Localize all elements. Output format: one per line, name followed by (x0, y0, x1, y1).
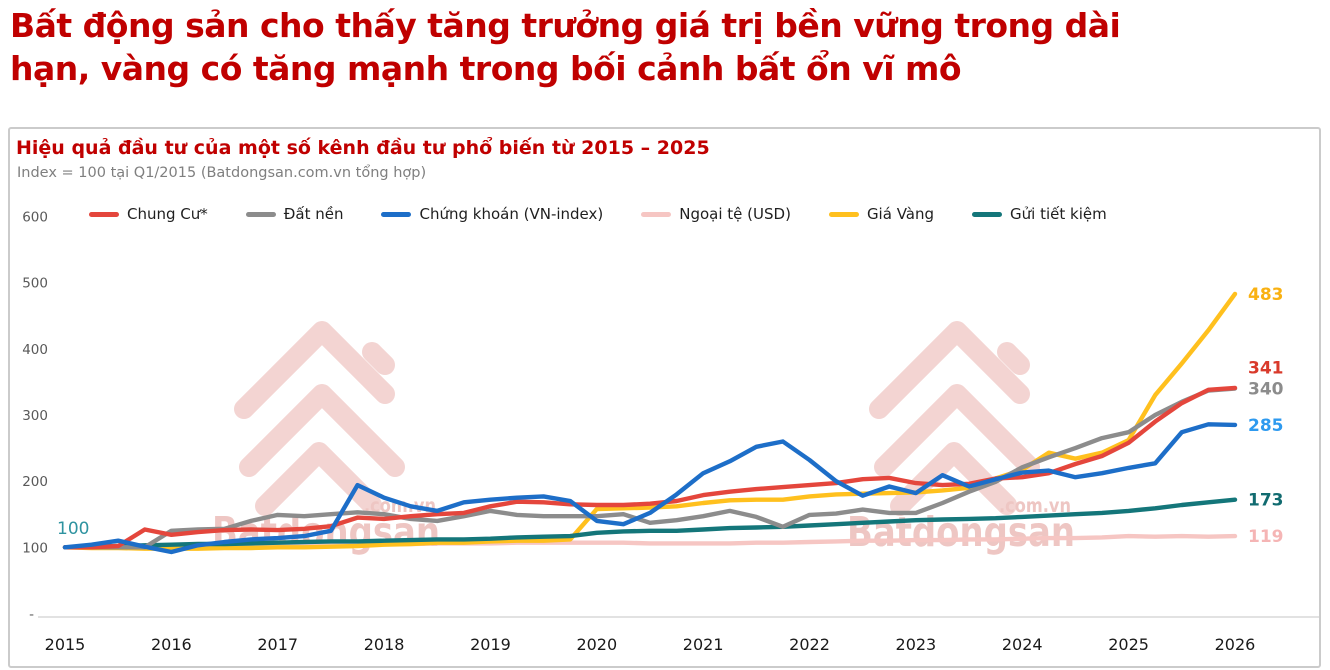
legend-item-chung-cu: Chung Cư* (89, 205, 208, 223)
legend-swatch-gia-vang (828, 211, 859, 217)
legend-item-ngoai-te: Ngoại tệ (USD) (641, 205, 791, 223)
legend-swatch-ngoai-te (641, 211, 672, 217)
legend-swatch-gui-tiet-kiem (972, 211, 1003, 217)
legend-item-gia-vang: Giá Vàng (828, 205, 935, 223)
chart-title: Hiệu quả đầu tư của một số kênh đầu tư p… (16, 137, 710, 159)
legend-swatch-chung-khoan (381, 211, 412, 217)
legend-item-dat-nen: Đất nền (245, 205, 344, 223)
legend-item-gui-tiet-kiem: Gửi tiết kiệm (972, 205, 1107, 223)
legend-label-chung-khoan: Chứng khoán (VN-index) (419, 205, 604, 223)
legend-swatch-dat-nen (245, 211, 276, 217)
legend-item-chung-khoan: Chứng khoán (VN-index) (381, 205, 603, 223)
legend-swatch-chung-cu (89, 211, 119, 217)
legend-label-chung-cu: Chung Cư* (127, 205, 208, 223)
page-headline: Bất động sản cho thấy tăng trưởng giá tr… (10, 4, 1310, 90)
page-headline-line1: Bất động sản cho thấy tăng trưởng giá tr… (10, 6, 1121, 45)
page-headline-line2: hạn, vàng có tăng mạnh trong bối cảnh bấ… (10, 49, 962, 88)
legend-label-gia-vang: Giá Vàng (866, 205, 935, 223)
legend-label-ngoai-te: Ngoại tệ (USD) (679, 205, 791, 223)
chart-legend: Chung Cư* Đất nền Chứng khoán (VN-index)… (89, 205, 1107, 223)
chart-card: Hiệu quả đầu tư của một số kênh đầu tư p… (8, 127, 1321, 668)
legend-label-dat-nen: Đất nền (283, 205, 344, 223)
chart-subtitle: Index = 100 tại Q1/2015 (Batdongsan.com.… (17, 165, 427, 181)
legend-label-gui-tiet-kiem: Gửi tiết kiệm (1010, 205, 1107, 223)
